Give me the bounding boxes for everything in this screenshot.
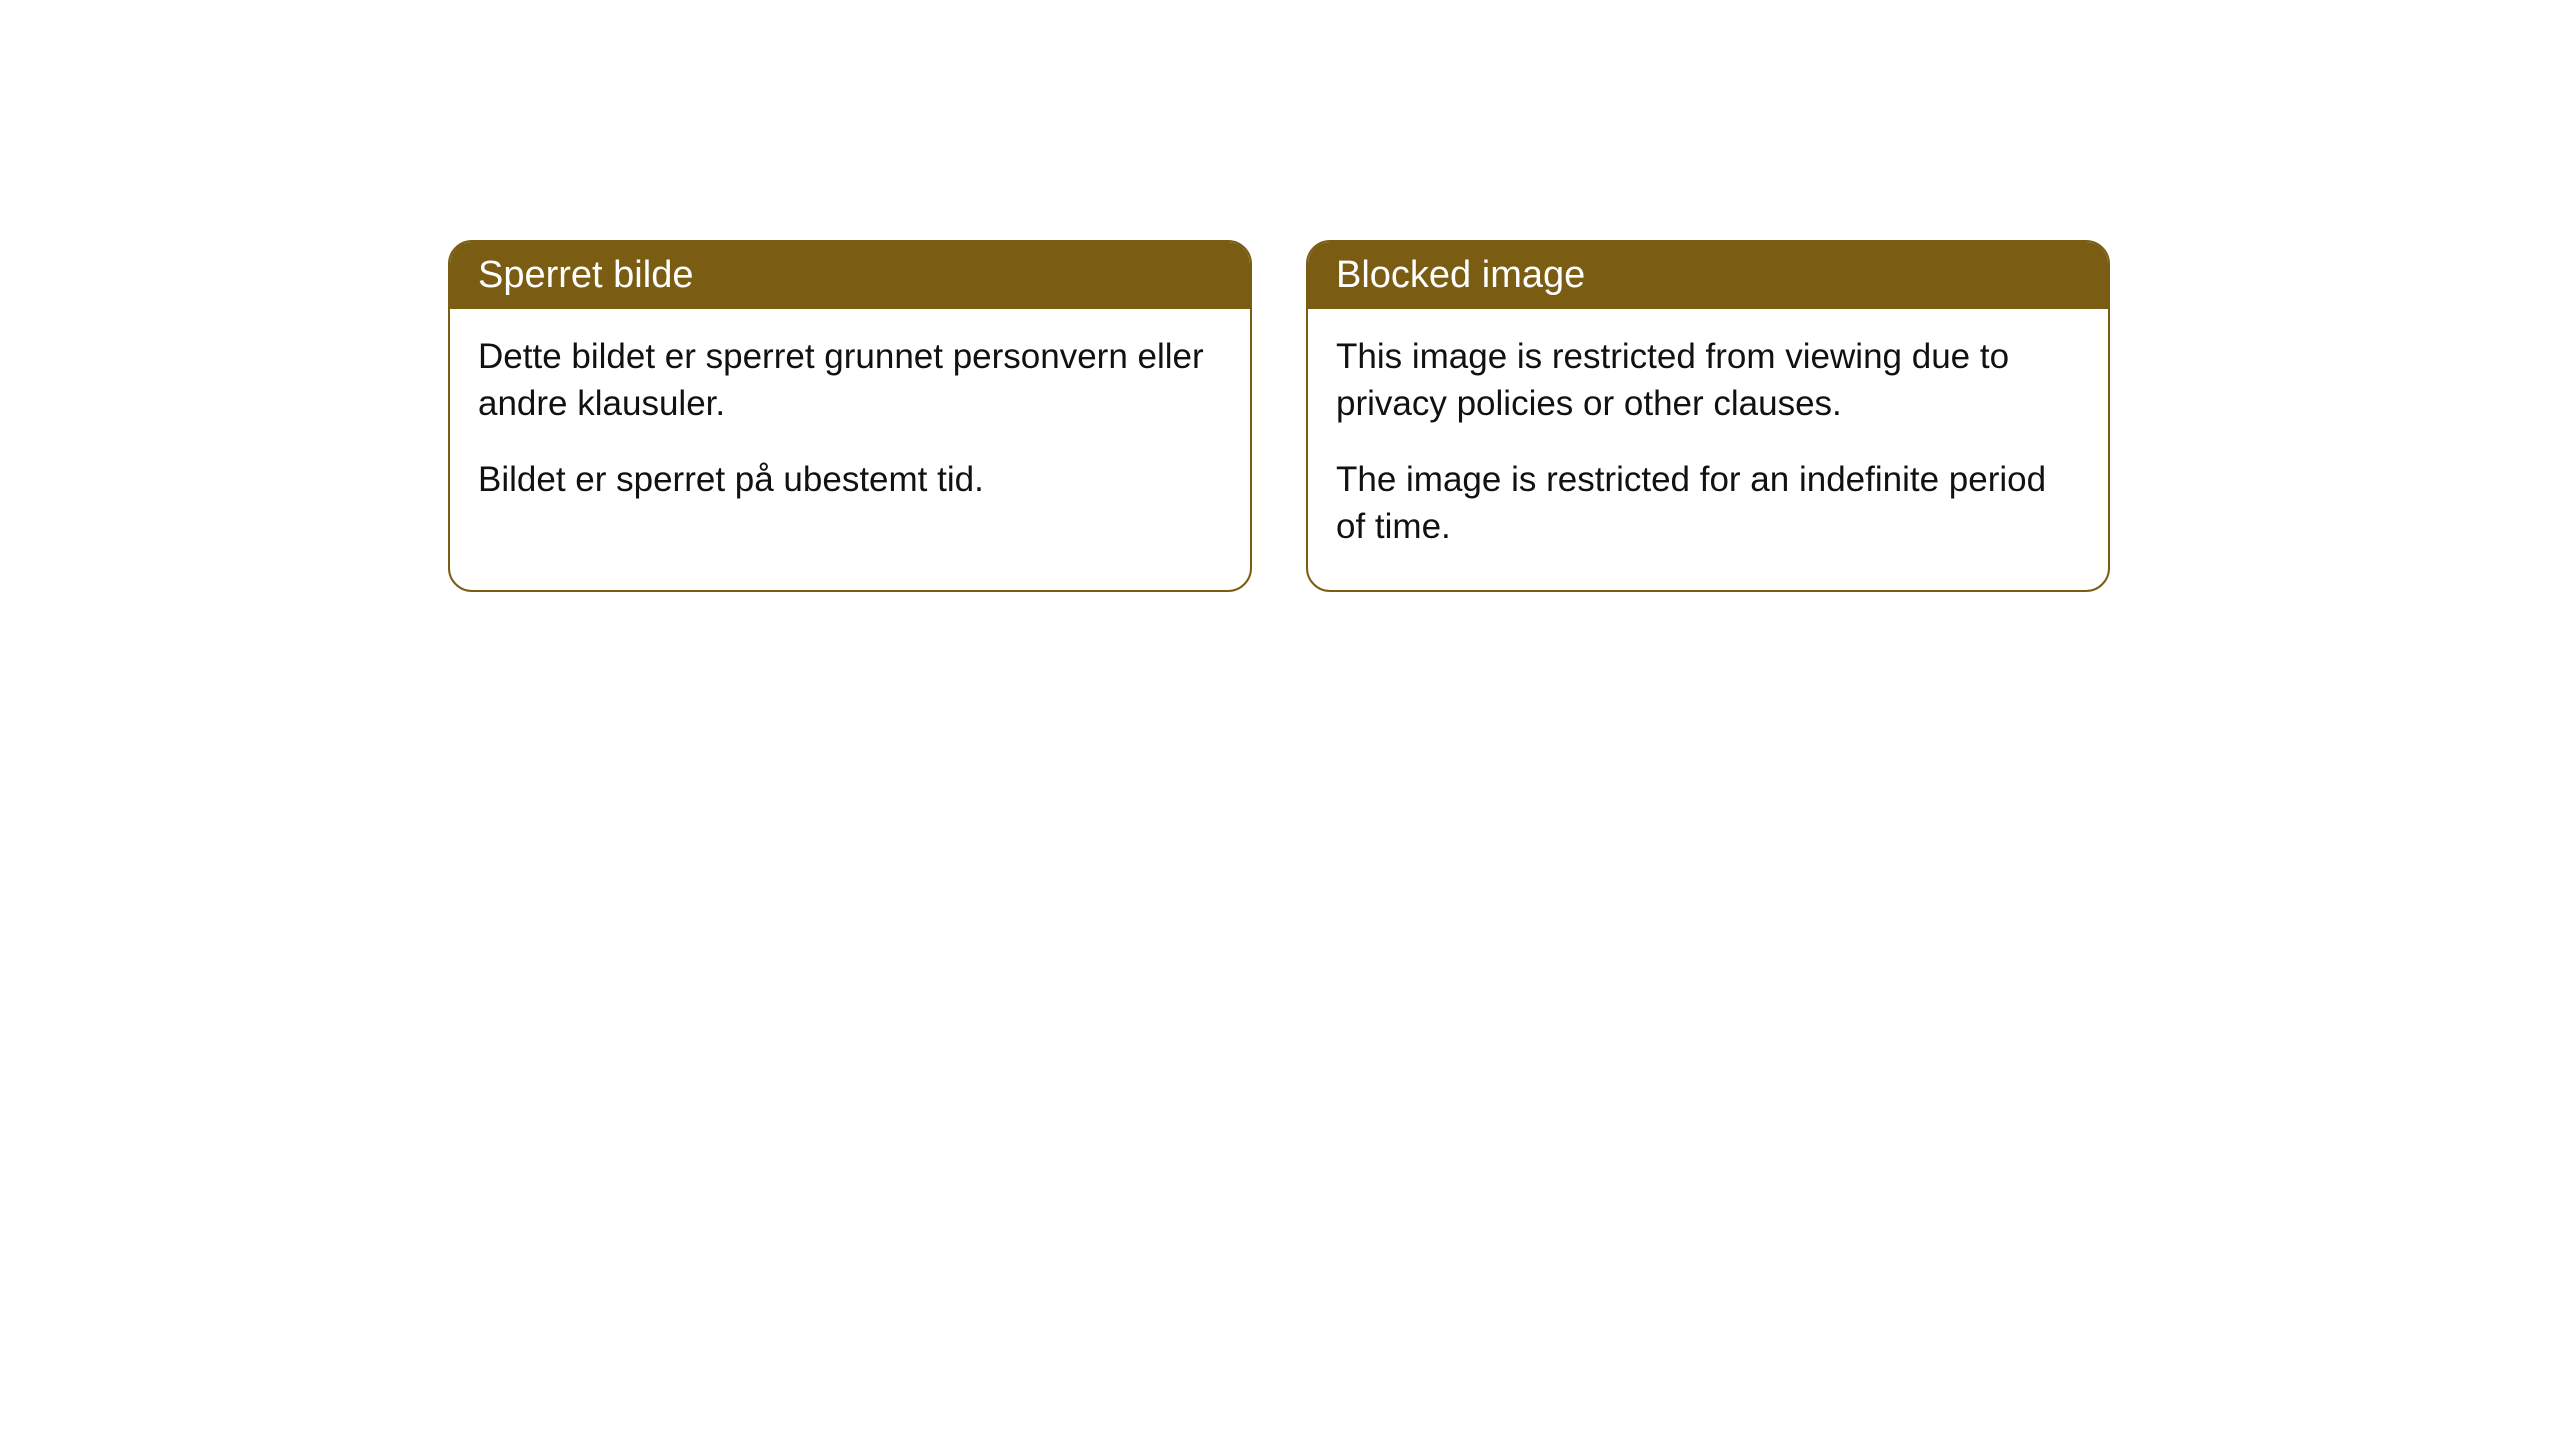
card-paragraph: This image is restricted from viewing du… [1336, 333, 2080, 428]
card-header: Blocked image [1308, 242, 2108, 309]
card-paragraph: Bildet er sperret på ubestemt tid. [478, 456, 1222, 503]
notice-cards-container: Sperret bilde Dette bildet er sperret gr… [448, 240, 2110, 592]
card-body: This image is restricted from viewing du… [1308, 309, 2108, 590]
blocked-image-card-en: Blocked image This image is restricted f… [1306, 240, 2110, 592]
card-paragraph: Dette bildet er sperret grunnet personve… [478, 333, 1222, 428]
card-header: Sperret bilde [450, 242, 1250, 309]
card-paragraph: The image is restricted for an indefinit… [1336, 456, 2080, 551]
card-title: Blocked image [1336, 254, 1585, 296]
card-body: Dette bildet er sperret grunnet personve… [450, 309, 1250, 543]
card-title: Sperret bilde [478, 254, 693, 296]
blocked-image-card-no: Sperret bilde Dette bildet er sperret gr… [448, 240, 1252, 592]
